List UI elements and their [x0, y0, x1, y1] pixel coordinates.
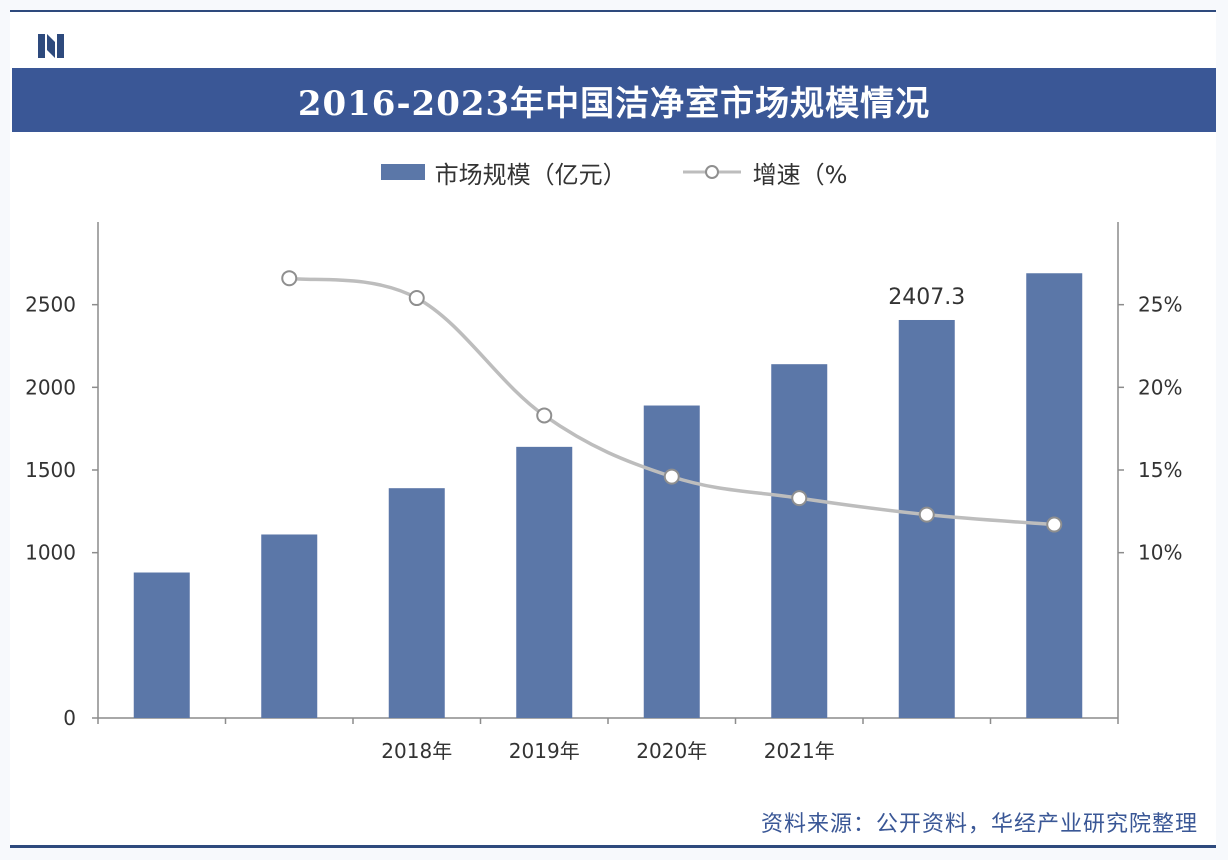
growth-point — [281, 270, 298, 287]
title-bar: 2016-2023年中国洁净室市场规模情况 — [12, 68, 1216, 132]
legend-bar-label: 市场规模（亿元） — [434, 160, 627, 189]
bar-market-size — [388, 488, 445, 718]
y-left-tick-label: 2500 — [25, 293, 76, 317]
legend: 市场规模（亿元） 增速（% — [0, 152, 1228, 192]
legend-item-market-size: 市场规模（亿元） — [380, 155, 627, 190]
legend-line-swatch — [682, 165, 741, 179]
y-left-tick-label: 2000 — [25, 375, 76, 399]
x-tick-label: 2021年 — [764, 739, 835, 763]
chart-title: 2016-2023年中国洁净室市场规模情况 — [297, 83, 931, 124]
bar-market-size — [771, 364, 828, 718]
x-tick-label: 2019年 — [509, 739, 580, 763]
y-left-tick-label: 1000 — [25, 541, 76, 565]
source-note: 资料来源：公开资料，华经产业研究院整理 — [760, 812, 1198, 837]
growth-point — [408, 290, 425, 307]
y-left-tick-label: 0 — [63, 706, 76, 730]
x-tick-label: 2018年 — [381, 739, 452, 763]
bar-data-label: 2407.3 — [888, 285, 965, 310]
growth-point — [663, 468, 680, 485]
y-right-tick-label: 20% — [1138, 375, 1182, 399]
bar-market-size — [643, 405, 700, 718]
growth-point — [536, 407, 553, 424]
bar-market-size — [261, 534, 318, 718]
legend-line-label: 增速（% — [752, 160, 848, 189]
legend-bar-swatch — [380, 164, 425, 180]
y-right-tick-label: 15% — [1138, 458, 1182, 482]
y-right-tick-label: 25% — [1138, 293, 1182, 317]
bar-market-size — [133, 572, 190, 718]
y-right-tick-label: 10% — [1138, 541, 1182, 565]
bar-market-size — [1026, 273, 1083, 718]
growth-point — [1046, 516, 1063, 533]
growth-point — [918, 506, 935, 523]
brand-logo-icon — [38, 34, 64, 58]
bar-market-size — [516, 446, 573, 718]
chart-frame — [10, 10, 1216, 848]
legend-item-growth: 增速（% — [681, 155, 848, 190]
y-left-tick-label: 1500 — [25, 458, 76, 482]
growth-point — [791, 490, 808, 507]
x-tick-label: 2020年 — [636, 739, 707, 763]
